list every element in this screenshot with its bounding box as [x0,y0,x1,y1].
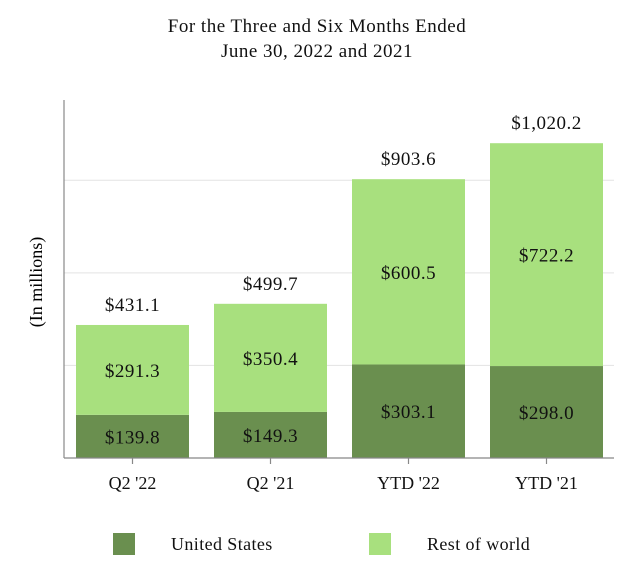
legend-item-united-states: United States [113,533,273,555]
bar-value-label: $298.0 [519,403,574,424]
y-axis-label: (In millions) [26,237,47,328]
legend-label-rest-of-world: Rest of world [427,533,531,554]
x-tick-label: Q2 '21 [247,473,295,493]
chart-title: For the Three and Six Months Ended [167,16,467,37]
bars [76,143,603,458]
legend-swatch-rest-of-world [369,533,391,555]
bar-value-label: $149.3 [243,426,298,447]
bar-total-label: $499.7 [243,274,298,295]
bar-segment-rest-of-world [490,143,603,367]
x-tick-label: Q2 '22 [109,473,157,493]
bar-segment-united-states [76,414,189,458]
bar-value-label: $139.8 [105,427,160,448]
bar-value-label: $600.5 [381,263,436,284]
legend-label-united-states: United States [171,533,273,554]
x-tick-label: YTD '22 [377,473,440,493]
bar-segment-united-states [490,366,603,458]
bar-value-label: $303.1 [381,402,436,423]
bar-segment-rest-of-world [76,324,189,415]
bar-segment-united-states [352,364,465,458]
bar-total-label: $903.6 [381,149,436,170]
stacked-bar-chart: $139.8 $291.3 $431.1 Q2 '22 $149.3 $350.4 $499… [26,100,614,493]
axes [63,100,614,464]
bar-value-label: $291.3 [105,361,160,382]
bar-segment-united-states [214,411,327,458]
legend-item-rest-of-world: Rest of world [369,533,530,555]
legend-swatch-united-states [113,533,135,555]
bar-total-label: $431.1 [105,295,160,316]
bar-segment-rest-of-world [352,179,465,365]
bar-segment-rest-of-world [214,303,327,412]
chart-subtitle: June 30, 2022 and 2021 [220,41,413,62]
bar-value-label: $350.4 [243,349,298,370]
x-tick-label: YTD '21 [515,473,578,493]
bar-value-label: $722.2 [519,246,574,267]
bar-total-label: $1,020.2 [511,113,582,134]
labels: $139.8 $291.3 $431.1 Q2 '22 $149.3 $350.4 $499… [105,113,582,493]
